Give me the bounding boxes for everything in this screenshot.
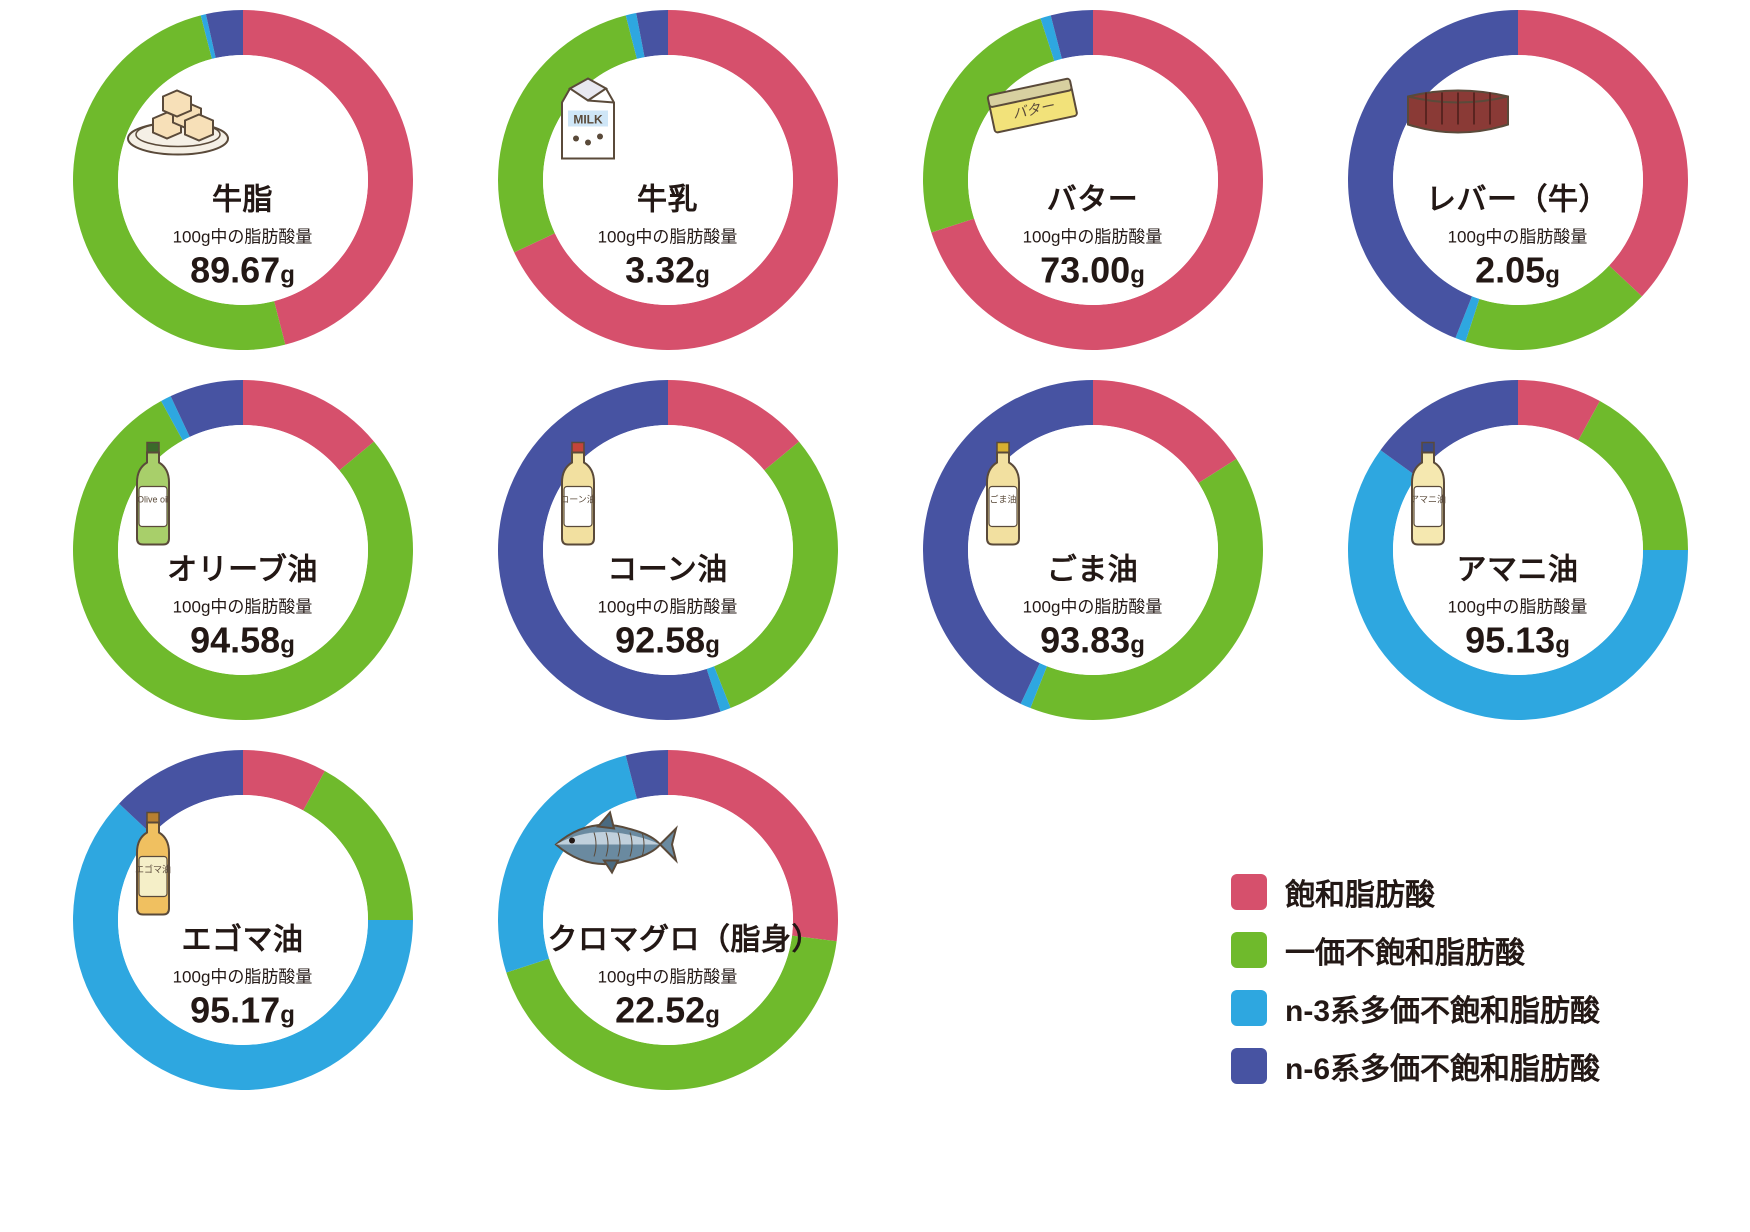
food-subtitle: 100g中の脂肪酸量 xyxy=(973,223,1213,248)
svg-text:MILK: MILK xyxy=(573,113,603,127)
donut-center: バター バター 100g中の脂肪酸量 73.00g xyxy=(973,69,1213,292)
donut-center: クロマグロ（脂身） 100g中の脂肪酸量 22.52g xyxy=(548,809,788,1032)
donut-liver: レバー（牛） 100g中の脂肪酸量 2.05g xyxy=(1348,10,1688,350)
amani-icon: アマニ油 xyxy=(1398,439,1638,539)
sesame-icon: ごま油 xyxy=(973,439,1213,539)
donut-cell-sesame-oil: ごま油 ごま油 100g中の脂肪酸量 93.83g xyxy=(910,380,1275,720)
donut-linseed-oil: アマニ油 アマニ油 100g中の脂肪酸量 95.13g xyxy=(1348,380,1688,720)
food-title: オリーブ油 xyxy=(123,545,363,589)
food-subtitle: 100g中の脂肪酸量 xyxy=(1398,593,1638,618)
food-amount: 73.00g xyxy=(973,250,1213,292)
food-amount: 89.67g xyxy=(123,250,363,292)
legend-label: 一価不飽和脂肪酸 xyxy=(1285,928,1525,972)
food-subtitle: 100g中の脂肪酸量 xyxy=(123,593,363,618)
food-amount: 92.58g xyxy=(548,620,788,662)
food-subtitle: 100g中の脂肪酸量 xyxy=(548,593,788,618)
food-title: アマニ油 xyxy=(1398,545,1638,589)
food-subtitle: 100g中の脂肪酸量 xyxy=(548,223,788,248)
food-subtitle: 100g中の脂肪酸量 xyxy=(973,593,1213,618)
donut-center: Olive oil オリーブ油 100g中の脂肪酸量 94.58g xyxy=(123,439,363,662)
food-title: レバー（牛） xyxy=(1398,175,1638,219)
food-title: エゴマ油 xyxy=(123,915,363,959)
donut-olive-oil: Olive oil オリーブ油 100g中の脂肪酸量 94.58g xyxy=(73,380,413,720)
donut-cell-liver: レバー（牛） 100g中の脂肪酸量 2.05g xyxy=(1335,10,1700,350)
legend: 飽和脂肪酸 一価不飽和脂肪酸 n-3系多価不飽和脂肪酸 n-6系多価不飽和脂肪酸 xyxy=(1231,870,1600,1102)
food-subtitle: 100g中の脂肪酸量 xyxy=(123,223,363,248)
food-amount: 3.32g xyxy=(548,250,788,292)
legend-swatch xyxy=(1231,932,1267,968)
svg-text:アマニ油: アマニ油 xyxy=(1409,494,1445,505)
donut-cell-beef-tallow: 牛脂 100g中の脂肪酸量 89.67g xyxy=(60,10,425,350)
legend-label: 飽和脂肪酸 xyxy=(1285,870,1435,914)
milk-icon: MILK xyxy=(548,69,788,169)
food-amount: 93.83g xyxy=(973,620,1213,662)
donut-butter: バター バター 100g中の脂肪酸量 73.00g xyxy=(923,10,1263,350)
tallow-icon xyxy=(123,69,363,169)
donut-center: 牛脂 100g中の脂肪酸量 89.67g xyxy=(123,69,363,292)
donut-cell-butter: バター バター 100g中の脂肪酸量 73.00g xyxy=(910,10,1275,350)
donut-center: コーン油 コーン油 100g中の脂肪酸量 92.58g xyxy=(548,439,788,662)
svg-text:コーン油: コーン油 xyxy=(560,494,596,505)
svg-text:ごま油: ごま油 xyxy=(989,494,1016,505)
svg-text:エゴマ油: エゴマ油 xyxy=(134,864,170,875)
egoma-icon: エゴマ油 xyxy=(123,809,363,909)
food-amount: 2.05g xyxy=(1398,250,1638,292)
food-title: バター xyxy=(973,175,1213,219)
food-title: 牛脂 xyxy=(123,175,363,219)
food-title: コーン油 xyxy=(548,545,788,589)
donut-cell-linseed-oil: アマニ油 アマニ油 100g中の脂肪酸量 95.13g xyxy=(1335,380,1700,720)
donut-cell-olive-oil: Olive oil オリーブ油 100g中の脂肪酸量 94.58g xyxy=(60,380,425,720)
donut-egoma-oil: エゴマ油 エゴマ油 100g中の脂肪酸量 95.17g xyxy=(73,750,413,1090)
donut-cell-tuna: クロマグロ（脂身） 100g中の脂肪酸量 22.52g xyxy=(485,750,850,1090)
donut-tuna: クロマグロ（脂身） 100g中の脂肪酸量 22.52g xyxy=(498,750,838,1090)
donut-beef-tallow: 牛脂 100g中の脂肪酸量 89.67g xyxy=(73,10,413,350)
donut-center: レバー（牛） 100g中の脂肪酸量 2.05g xyxy=(1398,69,1638,292)
legend-row-n6: n-6系多価不飽和脂肪酸 xyxy=(1231,1044,1600,1088)
donut-center: アマニ油 アマニ油 100g中の脂肪酸量 95.13g xyxy=(1398,439,1638,662)
food-subtitle: 100g中の脂肪酸量 xyxy=(1398,223,1638,248)
legend-swatch xyxy=(1231,1048,1267,1084)
food-title: ごま油 xyxy=(973,545,1213,589)
donut-center: エゴマ油 エゴマ油 100g中の脂肪酸量 95.17g xyxy=(123,809,363,1032)
food-amount: 22.52g xyxy=(548,990,788,1032)
donut-cell-corn-oil: コーン油 コーン油 100g中の脂肪酸量 92.58g xyxy=(485,380,850,720)
food-amount: 95.17g xyxy=(123,990,363,1032)
food-subtitle: 100g中の脂肪酸量 xyxy=(123,963,363,988)
food-title: 牛乳 xyxy=(548,175,788,219)
food-subtitle: 100g中の脂肪酸量 xyxy=(548,963,788,988)
food-amount: 95.13g xyxy=(1398,620,1638,662)
legend-swatch xyxy=(1231,874,1267,910)
butter-icon: バター xyxy=(973,69,1213,169)
legend-label: n-3系多価不飽和脂肪酸 xyxy=(1285,986,1600,1030)
olive-icon: Olive oil xyxy=(123,439,363,539)
legend-swatch xyxy=(1231,990,1267,1026)
food-title: クロマグロ（脂身） xyxy=(548,915,788,959)
donut-corn-oil: コーン油 コーン油 100g中の脂肪酸量 92.58g xyxy=(498,380,838,720)
legend-row-saturated: 飽和脂肪酸 xyxy=(1231,870,1600,914)
svg-text:Olive oil: Olive oil xyxy=(136,495,168,505)
donut-cell-milk: MILK 牛乳 100g中の脂肪酸量 3.32g xyxy=(485,10,850,350)
legend-row-n3: n-3系多価不飽和脂肪酸 xyxy=(1231,986,1600,1030)
donut-milk: MILK 牛乳 100g中の脂肪酸量 3.32g xyxy=(498,10,838,350)
donut-cell-egoma-oil: エゴマ油 エゴマ油 100g中の脂肪酸量 95.17g xyxy=(60,750,425,1090)
legend-row-mono: 一価不飽和脂肪酸 xyxy=(1231,928,1600,972)
legend-label: n-6系多価不飽和脂肪酸 xyxy=(1285,1044,1600,1088)
donut-center: MILK 牛乳 100g中の脂肪酸量 3.32g xyxy=(548,69,788,292)
donut-sesame-oil: ごま油 ごま油 100g中の脂肪酸量 93.83g xyxy=(923,380,1263,720)
liver-icon xyxy=(1398,69,1638,169)
food-amount: 94.58g xyxy=(123,620,363,662)
corn-icon: コーン油 xyxy=(548,439,788,539)
donut-center: ごま油 ごま油 100g中の脂肪酸量 93.83g xyxy=(973,439,1213,662)
tuna-icon xyxy=(548,809,788,909)
